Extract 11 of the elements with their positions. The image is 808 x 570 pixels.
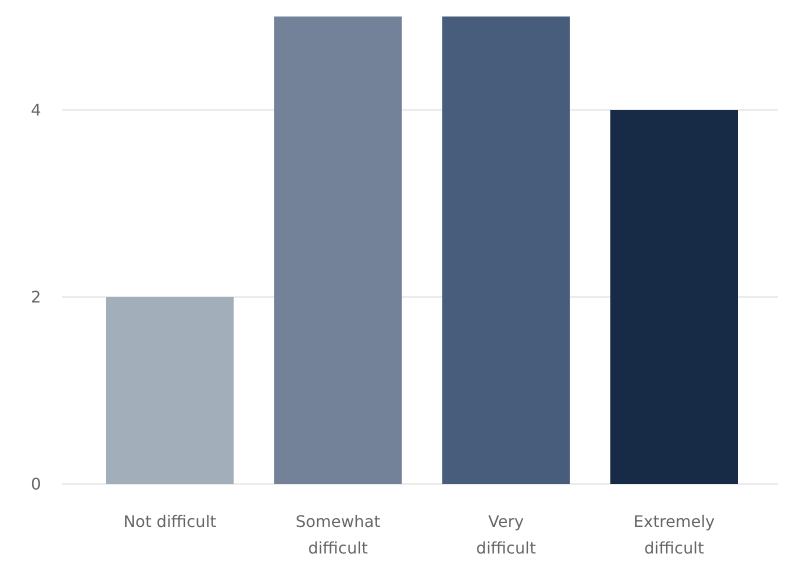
bar bbox=[106, 297, 234, 484]
y-tick-label: 0 bbox=[30, 474, 42, 494]
y-tick-label: 2 bbox=[30, 288, 42, 307]
y-tick-label: 4 bbox=[30, 100, 42, 120]
x-tick-label: Extremely difficult bbox=[633, 512, 715, 558]
x-tick-label: Somewhat difficult bbox=[296, 512, 380, 558]
bar bbox=[442, 16, 570, 484]
x-tick-label: Not difficult bbox=[123, 512, 216, 531]
bar bbox=[610, 110, 738, 484]
bar bbox=[274, 16, 402, 484]
x-tick-label: Very difficult bbox=[476, 512, 536, 558]
